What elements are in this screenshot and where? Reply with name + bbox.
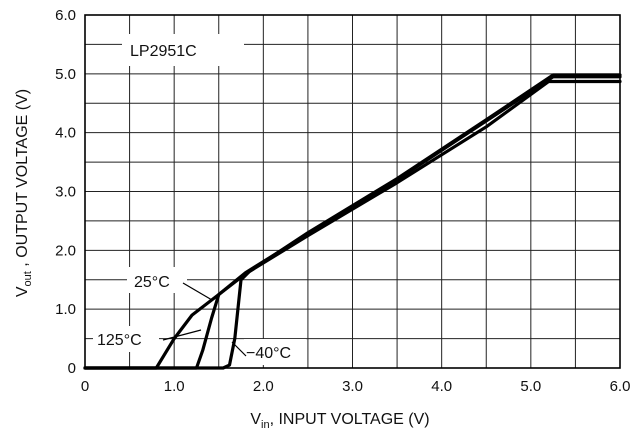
- label-minus40c-background: [244, 339, 306, 365]
- label-25c-background: [127, 267, 187, 293]
- plot-frame: [84, 14, 621, 369]
- x-axis-title: Vin, INPUT VOLTAGE (V): [250, 411, 429, 431]
- x-tick-label: 6.0: [610, 378, 631, 395]
- x-tick-label: 3.0: [342, 378, 363, 395]
- x-tick-label: 5.0: [520, 378, 541, 395]
- x-tick-label: 0: [81, 378, 89, 395]
- grid: [84, 14, 621, 369]
- y-tick-label: 0: [68, 360, 76, 377]
- x-tick-label: 4.0: [431, 378, 452, 395]
- y-tick-label: 6.0: [55, 7, 76, 24]
- label-minus40c: −40°C: [246, 345, 291, 362]
- label-25c: 25°C: [134, 274, 170, 291]
- part-label: LP2951C: [130, 43, 197, 60]
- x-tick-label: 1.0: [164, 378, 185, 395]
- x-tick-label: 2.0: [253, 378, 274, 395]
- y-axis-title: Vout , OUTPUT VOLTAGE (V): [14, 89, 34, 297]
- pointer-25c: [182, 282, 213, 301]
- y-tick-label: 4.0: [55, 125, 76, 142]
- label-125c: 125°C: [97, 332, 142, 349]
- y-tick-label: 5.0: [55, 66, 76, 83]
- y-tick-label: 2.0: [55, 242, 76, 259]
- label-125c-background: [93, 326, 159, 352]
- y-tick-labels: 0 1.0 2.0 3.0 4.0 5.0 6.0: [55, 7, 76, 377]
- series-lines: [83, 73, 622, 370]
- series-line-2: [83, 73, 622, 370]
- part-label-background: [122, 34, 244, 66]
- x-tick-labels: 0 1.0 2.0 3.0 4.0 5.0 6.0: [81, 378, 631, 395]
- pointer-125c: [162, 329, 202, 341]
- y-tick-label: 3.0: [55, 184, 76, 201]
- y-tick-label: 1.0: [55, 301, 76, 318]
